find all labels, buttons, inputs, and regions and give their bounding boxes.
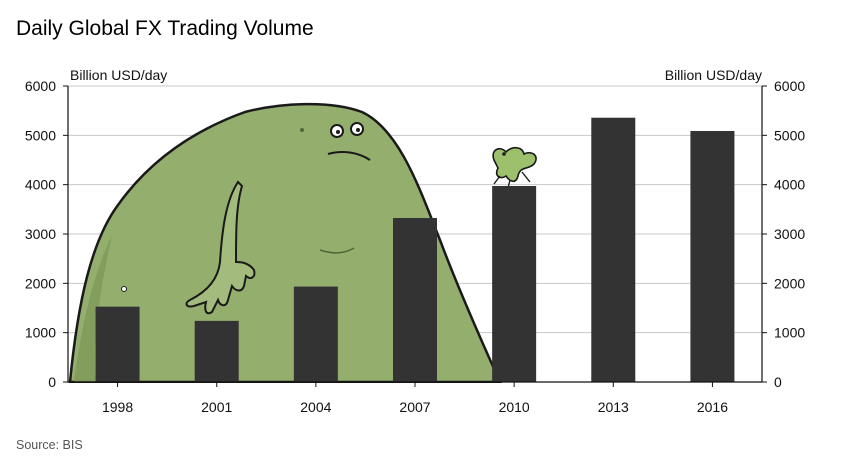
x-tick-label-2010: 2010 bbox=[499, 399, 530, 415]
blob-spot bbox=[121, 286, 127, 292]
x-tick-label-2016: 2016 bbox=[697, 399, 728, 415]
blob-spot bbox=[300, 128, 304, 132]
y-tick-label-left: 1000 bbox=[25, 325, 56, 341]
bar-2013 bbox=[591, 117, 636, 382]
y-tick-label-left: 4000 bbox=[25, 177, 56, 193]
small-lizard-illustration bbox=[492, 146, 537, 189]
x-tick-label-2001: 2001 bbox=[201, 399, 232, 415]
blob-monster-illustration bbox=[68, 102, 502, 383]
lizard-body bbox=[492, 146, 537, 183]
axes: 0 0 1000 1000 2000 2000 3000 3000 4000 4000 5000 50… bbox=[25, 78, 806, 415]
y-tick-label-left: 2000 bbox=[25, 275, 56, 291]
x-tick-label-2004: 2004 bbox=[300, 399, 331, 415]
source-note: Source: BIS bbox=[16, 438, 83, 452]
y-tick-label-right: 3000 bbox=[774, 226, 805, 242]
bar-2001 bbox=[194, 320, 239, 382]
bar-2010 bbox=[492, 185, 537, 382]
bar-2004 bbox=[293, 286, 338, 382]
blob-chin-line bbox=[319, 247, 355, 254]
x-tick-label-2013: 2013 bbox=[598, 399, 629, 415]
bars bbox=[95, 117, 735, 382]
y-tick-label-left: 0 bbox=[48, 374, 56, 390]
y-tick-label-right: 6000 bbox=[774, 78, 805, 94]
y-tick-label-left: 5000 bbox=[25, 127, 56, 143]
y-axis-unit-right: Billion USD/day bbox=[665, 67, 762, 83]
y-tick-label-right: 1000 bbox=[774, 325, 805, 341]
blob-shading bbox=[74, 235, 112, 382]
y-tick-label-left: 6000 bbox=[25, 78, 56, 94]
blob-eye-right-pupil bbox=[356, 128, 360, 132]
y-tick-label-left: 3000 bbox=[25, 226, 56, 242]
x-tick-label-1998: 1998 bbox=[102, 399, 133, 415]
y-tick-label-right: 0 bbox=[774, 374, 782, 390]
blob-mouth bbox=[327, 151, 371, 161]
blob-body bbox=[68, 102, 502, 383]
lizard-eye bbox=[502, 152, 506, 156]
y-tick-label-right: 5000 bbox=[774, 127, 805, 143]
y-tick-label-right: 2000 bbox=[774, 275, 805, 291]
y-tick-label-right: 4000 bbox=[774, 177, 805, 193]
bar-1998 bbox=[95, 306, 140, 382]
x-tick-label-2007: 2007 bbox=[399, 399, 430, 415]
blob-arm bbox=[185, 180, 256, 315]
y-axis-unit-left: Billion USD/day bbox=[70, 67, 167, 83]
chart-title: Daily Global FX Trading Volume bbox=[16, 17, 314, 40]
bar-2007 bbox=[393, 218, 437, 382]
blob-eye-left-pupil bbox=[336, 130, 340, 134]
bar-2016 bbox=[690, 130, 735, 382]
